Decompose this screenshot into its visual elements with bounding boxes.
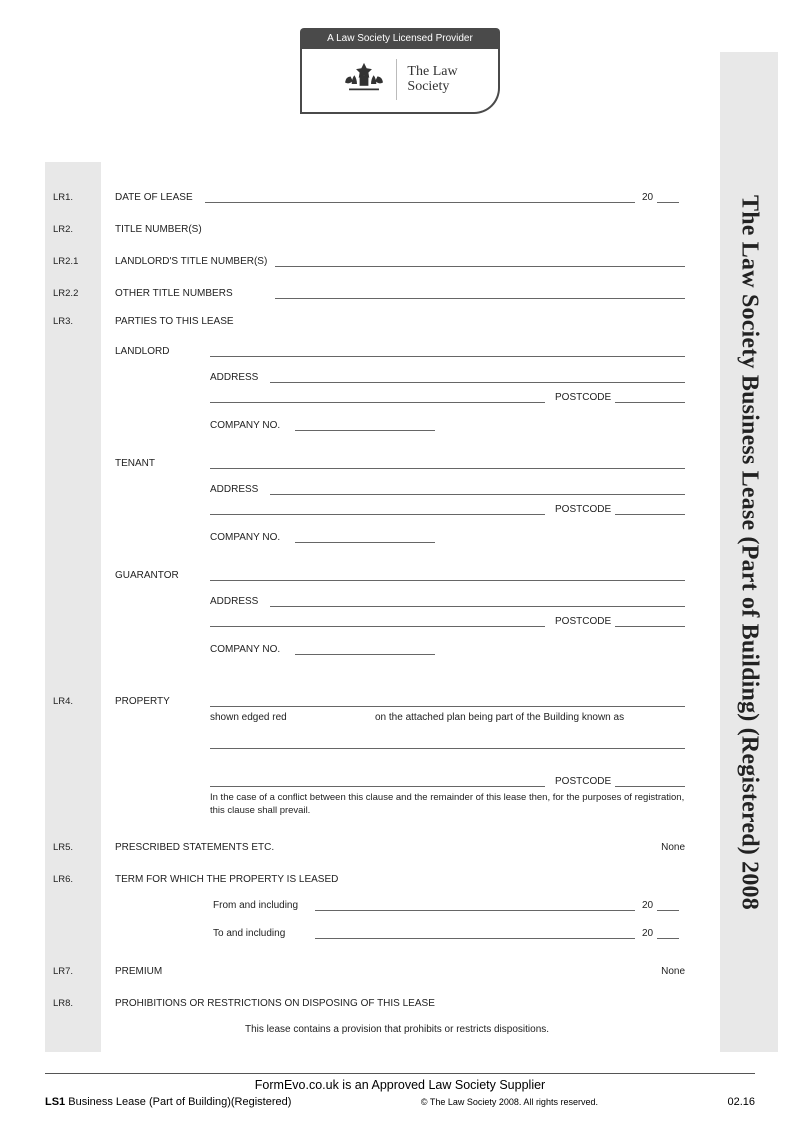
footer-desc: Business Lease (Part of Building)(Regist… — [65, 1096, 291, 1108]
lr6-from: From and including — [213, 900, 298, 911]
side-title: The Law Society Business Lease (Part of … — [720, 52, 778, 1052]
lr4-note: In the case of a conflict between this c… — [210, 792, 685, 818]
lr7-right: None — [661, 966, 685, 977]
lr6-to-line[interactable] — [315, 938, 635, 939]
lr4-line3[interactable] — [210, 786, 545, 787]
lr6-to-year: 20 — [642, 928, 653, 939]
guarantor-address-line[interactable] — [270, 606, 685, 607]
tenant-label: TENANT — [115, 458, 155, 469]
badge-body: The Law Society — [300, 49, 500, 114]
lr8-note: This lease contains a provision that pro… — [245, 1024, 549, 1035]
tenant-address-line2[interactable] — [210, 514, 545, 515]
guarantor-company-label: COMPANY NO. — [210, 644, 280, 655]
lr6-from-year: 20 — [642, 900, 653, 911]
form-area: LR1. DATE OF LEASE 20 LR2. TITLE NUMBER(… — [45, 162, 695, 1052]
lr22-label: OTHER TITLE NUMBERS — [115, 288, 233, 299]
lr7-num: LR7. — [45, 966, 101, 977]
footer-left: LS1 Business Lease (Part of Building)(Re… — [45, 1096, 291, 1108]
footer-version: 02.16 — [727, 1096, 755, 1108]
lr5-num: LR5. — [45, 842, 101, 853]
lr21-line[interactable] — [275, 266, 685, 267]
guarantor-address-line2[interactable] — [210, 626, 545, 627]
lr4-postcode-line[interactable] — [615, 786, 685, 787]
tenant-company-line[interactable] — [295, 542, 435, 543]
tenant-postcode-label: POSTCODE — [555, 504, 611, 515]
landlord-company-label: COMPANY NO. — [210, 420, 280, 431]
lr6-from-line[interactable] — [315, 910, 635, 911]
lr21-label: LANDLORD'S TITLE NUMBER(S) — [115, 256, 267, 267]
footer-copyright: © The Law Society 2008. All rights reser… — [421, 1097, 598, 1107]
badge-text-line2: Society — [407, 80, 457, 95]
lr1-year: 20 — [642, 192, 653, 203]
landlord-label: LANDLORD — [115, 346, 169, 357]
lr4-label: PROPERTY — [115, 696, 170, 707]
guarantor-company-line[interactable] — [295, 654, 435, 655]
lr1-label: DATE OF LEASE — [115, 192, 193, 203]
lr3-label: PARTIES TO THIS LEASE — [115, 316, 234, 327]
lr6-from-year-line[interactable] — [657, 910, 679, 911]
lr1-year-line[interactable] — [657, 202, 679, 203]
lr22-num: LR2.2 — [45, 288, 101, 299]
lr4-text2: on the attached plan being part of the B… — [375, 712, 624, 723]
lr4-line1[interactable] — [210, 706, 685, 707]
lr21-num: LR2.1 — [45, 256, 101, 267]
lr6-to-year-line[interactable] — [657, 938, 679, 939]
lr5-right: None — [661, 842, 685, 853]
landlord-address-label: ADDRESS — [210, 372, 258, 383]
lr4-line2[interactable] — [210, 748, 685, 749]
landlord-name-line[interactable] — [210, 356, 685, 357]
lr1-num: LR1. — [45, 192, 101, 203]
landlord-address-line2[interactable] — [210, 402, 545, 403]
guarantor-label: GUARANTOR — [115, 570, 179, 581]
footer-info: LS1 Business Lease (Part of Building)(Re… — [45, 1096, 755, 1108]
badge-header: A Law Society Licensed Provider — [300, 28, 500, 49]
lr7-label: PREMIUM — [115, 966, 162, 977]
law-society-badge: A Law Society Licensed Provider The Law … — [300, 28, 500, 114]
lr6-to: To and including — [213, 928, 285, 939]
lr6-label: TERM FOR WHICH THE PROPERTY IS LEASED — [115, 874, 338, 885]
footer-code: LS1 — [45, 1096, 65, 1108]
landlord-address-line[interactable] — [270, 382, 685, 383]
guarantor-postcode-line[interactable] — [615, 626, 685, 627]
badge-text: The Law Society — [407, 65, 457, 94]
footer-rule — [45, 1073, 755, 1074]
lr4-num: LR4. — [45, 696, 101, 707]
guarantor-postcode-label: POSTCODE — [555, 616, 611, 627]
tenant-name-line[interactable] — [210, 468, 685, 469]
landlord-postcode-label: POSTCODE — [555, 392, 611, 403]
lr3-num: LR3. — [45, 316, 101, 327]
lr22-line[interactable] — [275, 298, 685, 299]
lr2-label: TITLE NUMBER(S) — [115, 224, 202, 235]
lr4-text1: shown edged red — [210, 712, 287, 723]
footer: FormEvo.co.uk is an Approved Law Society… — [45, 1073, 755, 1108]
guarantor-name-line[interactable] — [210, 580, 685, 581]
footer-supplier: FormEvo.co.uk is an Approved Law Society… — [45, 1078, 755, 1092]
tenant-company-label: COMPANY NO. — [210, 532, 280, 543]
tenant-address-line[interactable] — [270, 494, 685, 495]
tenant-address-label: ADDRESS — [210, 484, 258, 495]
lr2-num: LR2. — [45, 224, 101, 235]
lr8-num: LR8. — [45, 998, 101, 1009]
lr6-num: LR6. — [45, 874, 101, 885]
lr5-label: PRESCRIBED STATEMENTS ETC. — [115, 842, 274, 853]
crest-icon — [342, 59, 397, 100]
landlord-company-line[interactable] — [295, 430, 435, 431]
lr8-label: PROHIBITIONS OR RESTRICTIONS ON DISPOSIN… — [115, 998, 435, 1009]
badge-text-line1: The Law — [407, 65, 457, 80]
landlord-postcode-line[interactable] — [615, 402, 685, 403]
lr4-postcode-label: POSTCODE — [555, 776, 611, 787]
guarantor-address-label: ADDRESS — [210, 596, 258, 607]
page: A Law Society Licensed Provider The Law … — [0, 0, 800, 1132]
tenant-postcode-line[interactable] — [615, 514, 685, 515]
lr1-line[interactable] — [205, 202, 635, 203]
